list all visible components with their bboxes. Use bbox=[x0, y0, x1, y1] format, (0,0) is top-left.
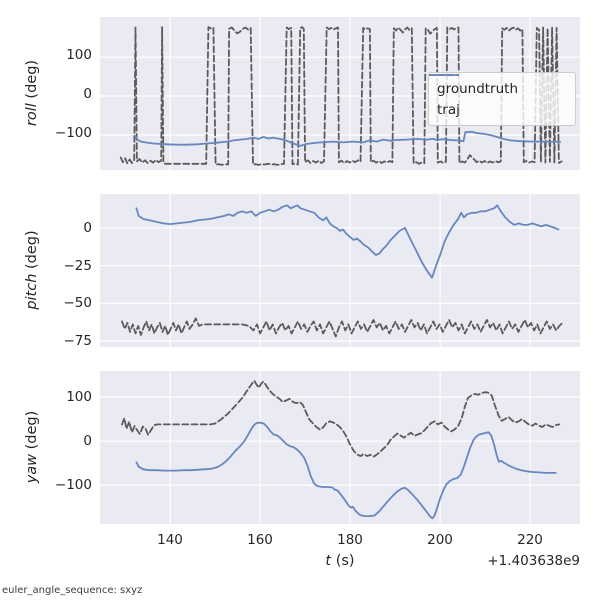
yaw-ytick-neg100: −100 bbox=[54, 477, 92, 493]
legend: groundtruth traj bbox=[428, 72, 576, 126]
xtick-140: 140 bbox=[157, 532, 183, 548]
yaw-axis-label: yaw (deg) bbox=[24, 410, 40, 484]
roll-plot: groundtruth traj bbox=[100, 17, 580, 170]
roll-ytick-neg100: −100 bbox=[54, 125, 92, 141]
xtick-220: 220 bbox=[517, 532, 543, 548]
pitch-plot-svg bbox=[100, 194, 580, 347]
traj-line-swatch-icon bbox=[429, 74, 459, 76]
pitch-plot bbox=[100, 194, 580, 347]
x-axis-offset-label: +1.403638e9 bbox=[487, 553, 580, 569]
pitch-ytick-neg50: −50 bbox=[63, 295, 93, 311]
x-axis-label: t (s) bbox=[325, 553, 355, 569]
legend-item-traj: traj bbox=[429, 74, 567, 120]
pitch-ytick-neg75: −75 bbox=[63, 333, 93, 349]
yaw-ytick-100: 100 bbox=[66, 389, 92, 405]
pitch-ytick-0: 0 bbox=[83, 220, 92, 236]
yaw-plot-svg bbox=[100, 371, 580, 524]
roll-ytick-100: 100 bbox=[66, 47, 92, 63]
xtick-180: 180 bbox=[337, 532, 363, 548]
legend-label-groundtruth: groundtruth bbox=[437, 80, 519, 97]
legend-item-groundtruth: groundtruth bbox=[429, 74, 567, 99]
xtick-200: 200 bbox=[427, 532, 453, 548]
legend-label-traj: traj bbox=[437, 101, 460, 118]
roll-ytick-0: 0 bbox=[83, 86, 92, 102]
euler-sequence-footnote: euler_angle_sequence: sxyz bbox=[2, 585, 143, 596]
xtick-160: 160 bbox=[247, 532, 273, 548]
pitch-ytick-neg25: −25 bbox=[63, 258, 93, 274]
pitch-axis-label: pitch (deg) bbox=[24, 230, 40, 310]
yaw-plot bbox=[100, 371, 580, 524]
roll-axis-label: roll (deg) bbox=[24, 59, 40, 127]
yaw-ytick-0: 0 bbox=[83, 433, 92, 449]
